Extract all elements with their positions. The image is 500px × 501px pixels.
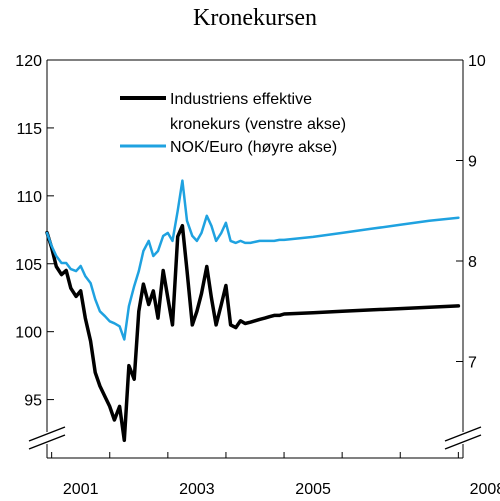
series-line-nokeuro [45, 179, 460, 341]
x-axis: 2001 2003 2005 2008 [51, 452, 500, 498]
right-tick-label: 8 [468, 254, 477, 271]
plot-frame [46, 59, 464, 459]
axis-break-mark [28, 434, 66, 450]
chart-title: Kronekursen [193, 5, 317, 31]
axis-break-mark [28, 426, 66, 442]
left-tick-label: 115 [16, 121, 42, 138]
series-line-industri [45, 223, 461, 443]
axis-break-mark [444, 434, 482, 450]
axis-break-mark [444, 426, 482, 442]
left-tick-label: 120 [15, 53, 42, 70]
x-tick-label: 2008 [470, 481, 500, 498]
axis-breaks [28, 426, 482, 450]
right-tick-label: 10 [468, 53, 486, 70]
legend: Industriens effektive kronekurs (venstre… [120, 91, 346, 156]
right-tick-label: 7 [468, 355, 477, 372]
x-tick-label: 2001 [63, 481, 99, 498]
legend-label-industri-line1: Industriens effektive [170, 91, 312, 108]
right-axis: 7 8 9 10 [456, 53, 486, 372]
legend-label-industri-line2: kronekurs (venstre akse) [170, 116, 346, 133]
left-tick-label: 95 [24, 393, 42, 410]
right-tick-label: 9 [468, 154, 477, 171]
legend-label-nokeuro: NOK/Euro (høyre akse) [170, 139, 337, 156]
left-axis: 95 100 105 110 115 120 [15, 53, 54, 410]
x-tick-label: 2005 [295, 481, 331, 498]
left-tick-label: 100 [15, 325, 42, 342]
series-lines [45, 179, 461, 443]
x-tick-label: 2003 [179, 481, 215, 498]
left-tick-label: 105 [15, 257, 42, 274]
left-tick-label: 110 [16, 189, 42, 206]
